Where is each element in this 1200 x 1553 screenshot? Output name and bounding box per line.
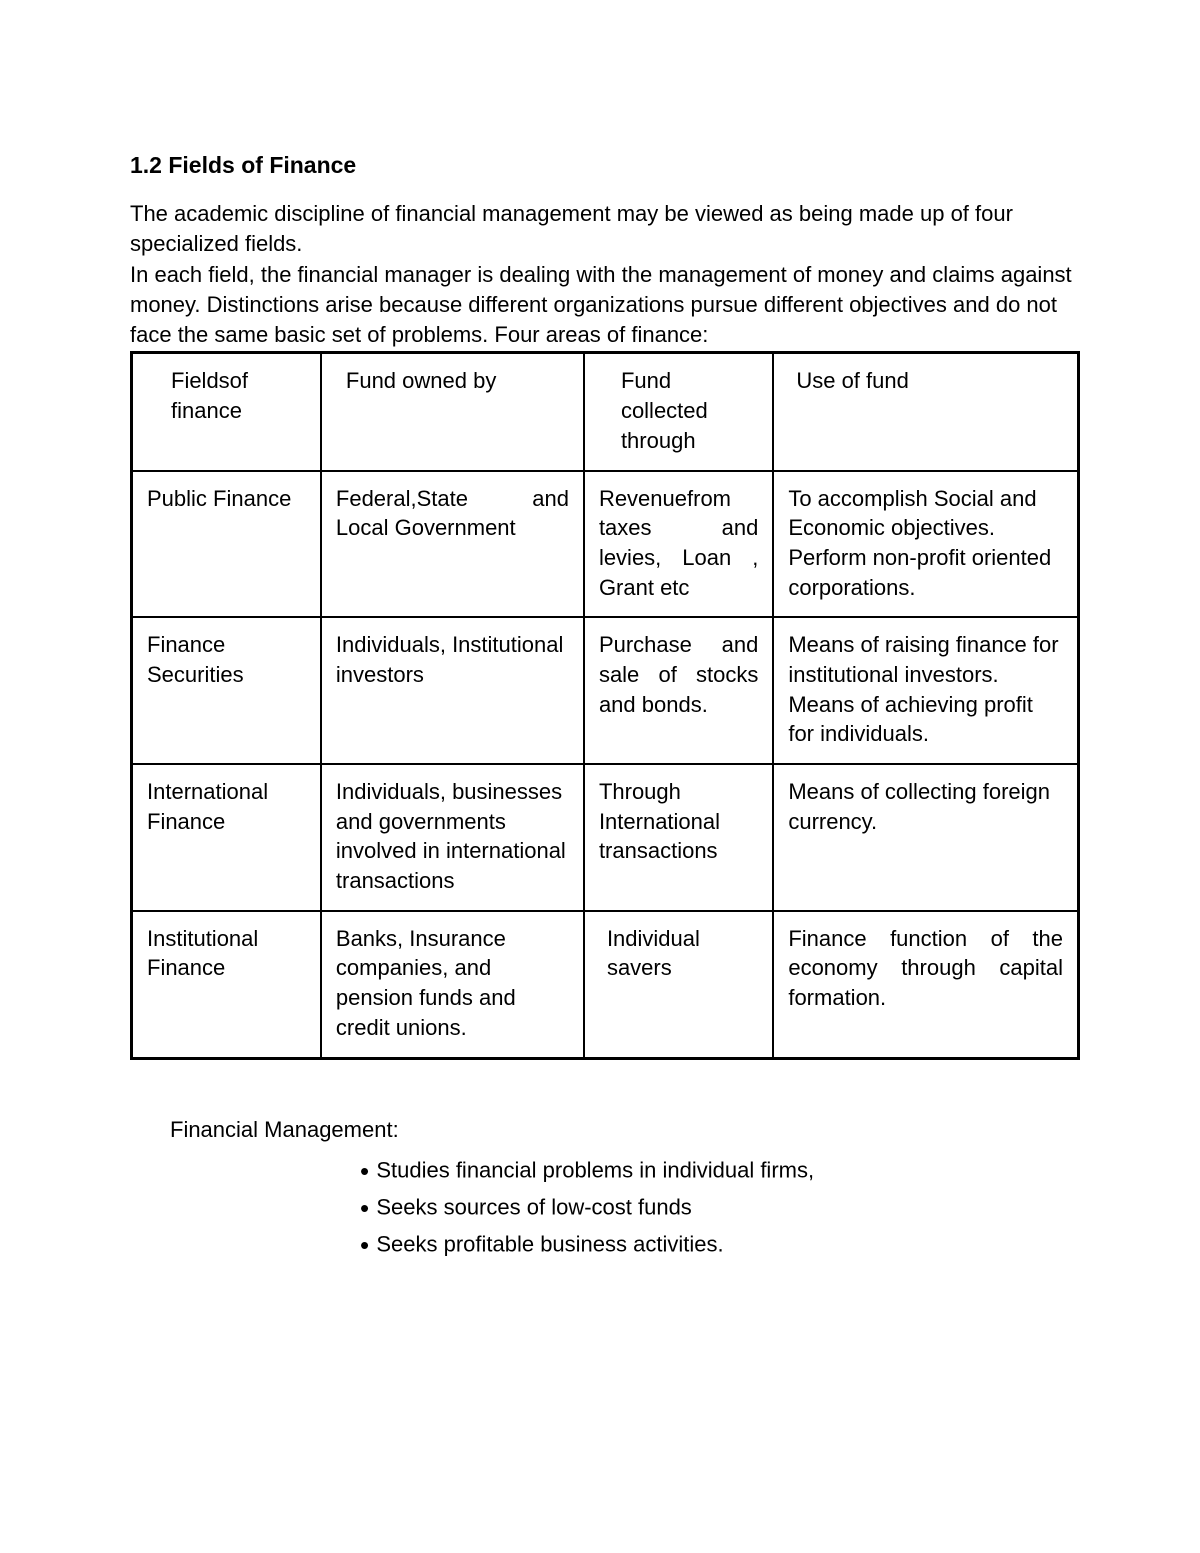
- cell-owned: Federal,State and Local Government: [321, 471, 584, 618]
- cell-field: International Finance: [132, 764, 321, 911]
- cell-use: Finance function of the economy through …: [773, 911, 1078, 1058]
- cell-owned: Banks, Insurance companies, and pension …: [321, 911, 584, 1058]
- list-item: Studies financial problems in individual…: [360, 1154, 1080, 1189]
- cell-field: Institutional Finance: [132, 911, 321, 1058]
- table-row: International Finance Individuals, busin…: [132, 764, 1079, 911]
- table-row: Institutional Finance Banks, Insurance c…: [132, 911, 1079, 1058]
- cell-collected: Through International transactions: [584, 764, 773, 911]
- section-heading: 1.2 Fields of Finance: [130, 150, 1080, 181]
- cell-field: Public Finance: [132, 471, 321, 618]
- header-cell-owned: Fund owned by: [321, 353, 584, 471]
- cell-use: Means of raising finance for institution…: [773, 617, 1078, 764]
- header-cell-field: Fieldsof finance: [132, 353, 321, 471]
- cell-collected: Individual savers: [584, 911, 773, 1058]
- table-row: Public Finance Federal,State and Local G…: [132, 471, 1079, 618]
- cell-owned: Individuals, businesses and governments …: [321, 764, 584, 911]
- cell-owned: Individuals, Institutional investors: [321, 617, 584, 764]
- cell-use: Means of collecting foreign currency.: [773, 764, 1078, 911]
- header-cell-use: Use of fund: [773, 353, 1078, 471]
- cell-field: Finance Securities: [132, 617, 321, 764]
- fields-of-finance-table: Fieldsof finance Fund owned by Fund coll…: [130, 351, 1080, 1059]
- header-cell-collected: Fund collected through: [584, 353, 773, 471]
- table-row: Finance Securities Individuals, Institut…: [132, 617, 1079, 764]
- cell-collected: Revenuefrom taxes and levies, Loan , Gra…: [584, 471, 773, 618]
- financial-management-subheading: Financial Management:: [170, 1115, 1080, 1145]
- intro-paragraph-2: In each field, the financial manager is …: [130, 260, 1080, 349]
- intro-paragraph-1: The academic discipline of financial man…: [130, 199, 1080, 258]
- list-item: Seeks profitable business activities.: [360, 1228, 1080, 1263]
- table-header-row: Fieldsof finance Fund owned by Fund coll…: [132, 353, 1079, 471]
- cell-use: To accomplish Social and Economic object…: [773, 471, 1078, 618]
- financial-management-bullets: Studies financial problems in individual…: [360, 1154, 1080, 1263]
- list-item: Seeks sources of low-cost funds: [360, 1191, 1080, 1226]
- cell-collected: Purchase and sale of stocks and bonds.: [584, 617, 773, 764]
